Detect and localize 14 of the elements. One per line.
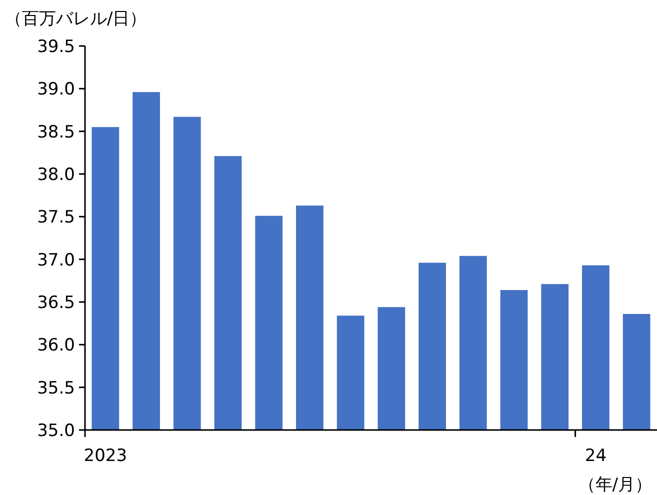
y-tick-label: 38.0 [37, 165, 75, 185]
y-tick-label: 36.0 [37, 336, 75, 356]
y-tick-label: 36.5 [37, 293, 75, 313]
y-tick-label: 39.5 [37, 37, 75, 57]
y-axis-title: （百万バレル/日） [5, 9, 147, 29]
y-tick-label: 37.0 [37, 250, 75, 270]
y-tick-label: 37.5 [37, 208, 75, 228]
x-tick-label: 2023 [84, 446, 128, 466]
y-tick-label: 39.0 [37, 80, 75, 100]
x-axis-title: （年/月） [578, 475, 652, 495]
y-tick-label: 35.5 [37, 378, 75, 398]
x-tick-label: 24 [584, 446, 607, 466]
y-tick-label: 38.5 [37, 122, 75, 142]
y-tick-label: 35.0 [37, 421, 75, 441]
